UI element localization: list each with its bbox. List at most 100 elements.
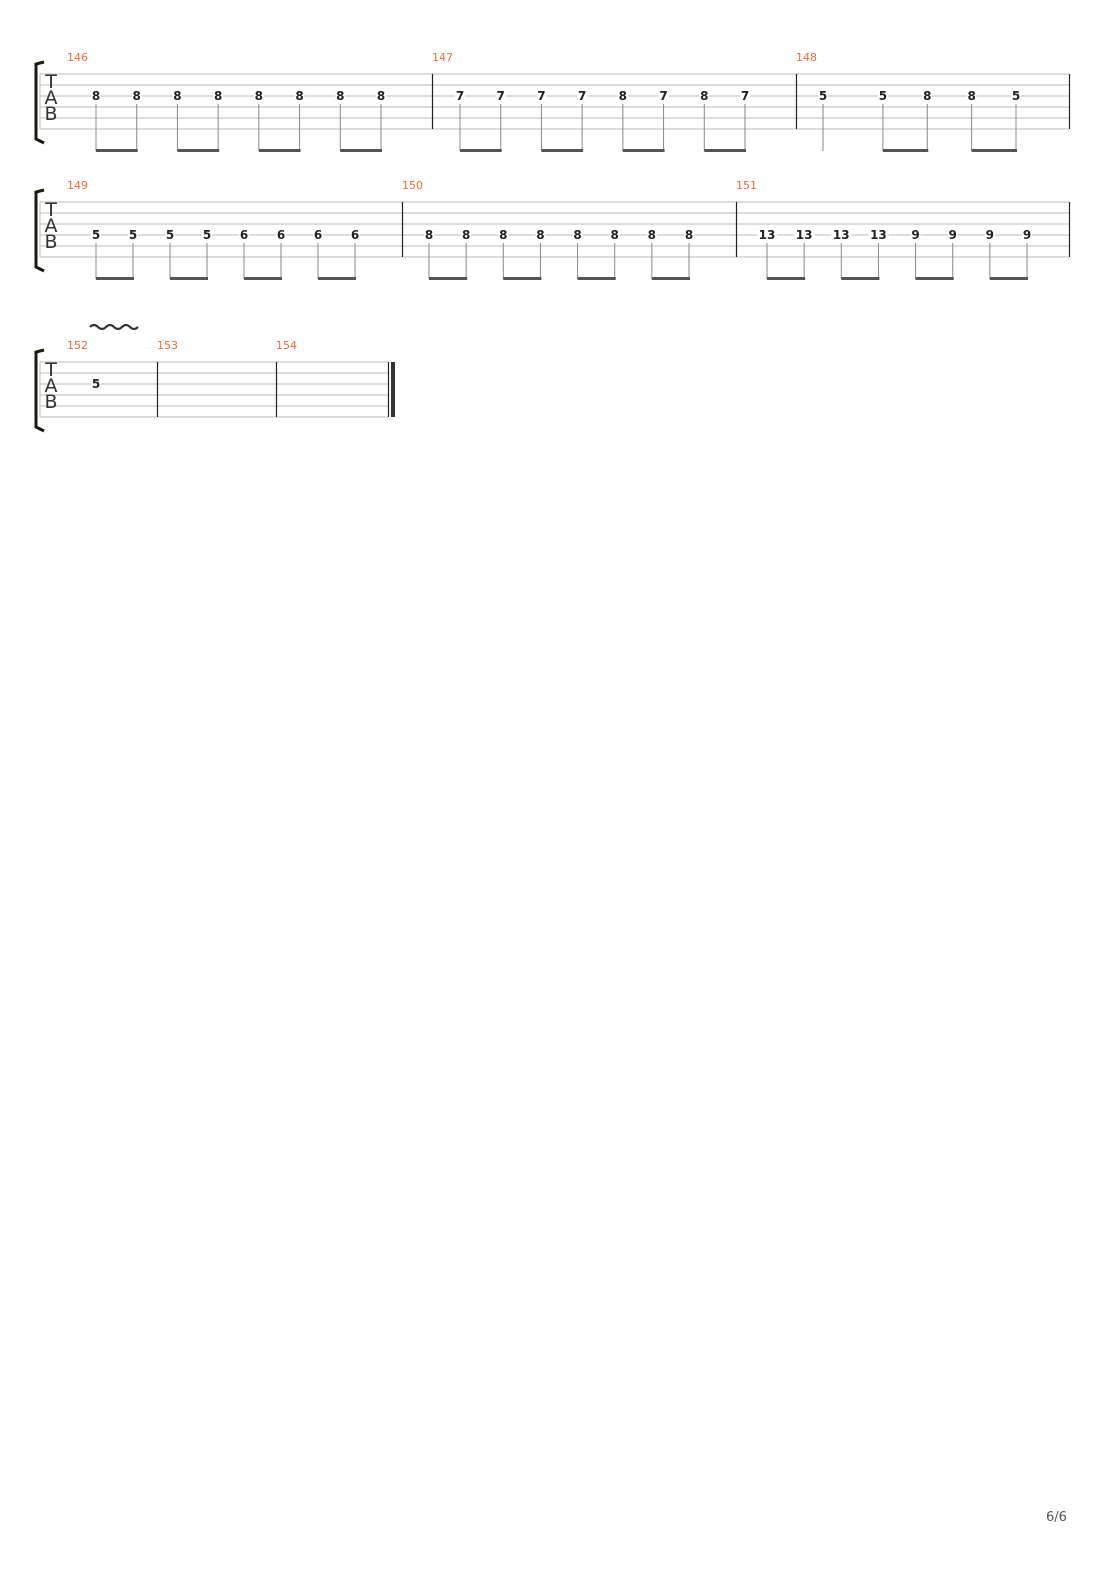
fret-number: 8 [255,89,263,103]
beam [767,277,806,280]
fret-bg [794,229,815,241]
fret-number: 8 [648,228,656,242]
fret-bg [498,229,509,241]
fret-number: 13 [796,228,813,242]
fret-bg [984,229,995,241]
fret-bg [684,229,694,241]
fret-bg [350,229,360,241]
fret-bg [495,90,506,102]
vibrato-mark [89,323,139,331]
beam [882,149,929,152]
fret-bg [536,90,547,102]
beam [460,149,502,152]
fret-number: 6 [351,228,359,242]
measure-number: 151 [736,179,757,192]
fret-number: 6 [314,228,322,242]
fret-number: 8 [425,228,433,242]
fret-number: 8 [462,228,470,242]
fret-bg [313,229,323,241]
fret-bg [172,90,183,102]
fret-bg [535,229,546,241]
measure-number: 154 [276,339,297,352]
system-bracket [34,348,45,433]
fret-number: 13 [759,228,776,242]
fret-number: 13 [833,228,850,242]
fret-number: 6 [240,228,248,242]
tab-clef-letter: T [44,359,57,381]
fret-bg [213,90,224,102]
fret-number: 5 [203,228,211,242]
measure-number: 153 [157,339,178,352]
fret-bg [966,90,977,102]
fret-bg [910,229,921,241]
measure-number: 146 [67,51,88,64]
fret-bg [335,90,346,102]
system-bracket [34,60,45,145]
measure-number: 148 [796,51,817,64]
fret-bg [572,229,583,241]
fret-number: 8 [685,228,693,242]
beam [989,277,1028,280]
tab-clef-letter: A [45,215,58,237]
beam [258,149,301,152]
fret-number: 9 [949,228,957,242]
tab-clef-letter: B [44,391,57,413]
beam [244,277,282,280]
fret-bg [757,229,777,241]
tab-clef-letter: T [44,71,57,93]
fret-bg [868,229,889,241]
beam [541,149,584,152]
fret-number: 9 [911,228,919,242]
fret-bg [877,90,888,102]
tab-clef-letter: B [44,103,57,125]
tab-clef-letter: A [45,87,58,109]
fret-number: 8 [214,89,222,103]
beam [915,277,954,280]
beam [971,149,1017,152]
fret-bg [131,90,142,102]
fret-bg [831,229,852,241]
fret-bg [947,229,958,241]
tab-system: TAB 152 5 153 154 [34,323,395,433]
beam [177,149,220,152]
fret-bg [922,90,933,102]
fret-number: 8 [133,89,141,103]
fret-bg [165,229,175,241]
fret-number: 5 [92,228,100,242]
beam [340,149,382,152]
measure-number: 152 [67,339,88,352]
fret-number: 8 [573,228,581,242]
fret-bg [239,229,249,241]
fret-number: 13 [870,228,887,242]
beam [577,277,616,280]
fret-number: 5 [819,89,827,103]
fret-bg [276,229,286,241]
fret-number: 8 [619,89,627,103]
fret-bg [202,229,212,241]
fret-number: 8 [611,228,619,242]
system-bracket [34,188,45,273]
fret-number: 7 [578,89,586,103]
beam [622,149,665,152]
fret-bg [1011,90,1021,102]
fret-bg [91,90,101,102]
fret-bg [294,90,305,102]
beam [96,277,134,280]
fret-number: 6 [277,228,285,242]
fret-number: 7 [741,89,749,103]
beam [318,277,356,280]
fret-bg [646,229,657,241]
beam [96,149,138,152]
fret-number: 8 [377,89,385,103]
fret-bg [455,90,465,102]
fret-bg [699,90,710,102]
fret-number: 8 [700,89,708,103]
tab-clef-letter: B [44,231,57,253]
fret-number: 7 [537,89,545,103]
tab-clef-letter: T [44,199,57,221]
fret-bg [91,229,101,241]
fret-number: 9 [1023,228,1031,242]
fret-bg [1022,229,1032,241]
